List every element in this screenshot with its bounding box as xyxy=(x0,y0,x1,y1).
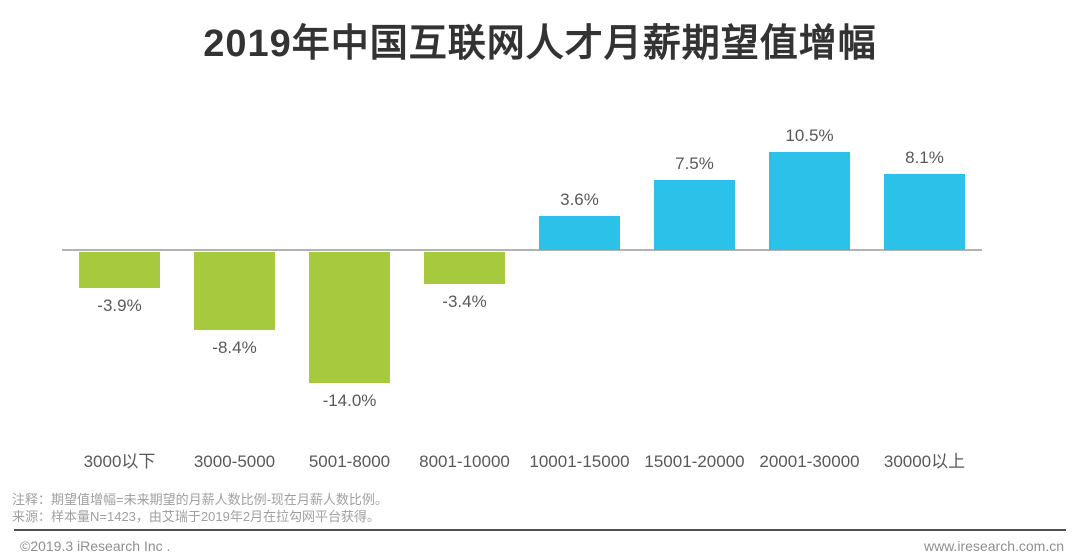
bar-10001-15000 xyxy=(539,216,620,250)
bar-8001-10000 xyxy=(424,252,505,284)
footer-bar: ©2019.3 iResearch Inc . www.iresearch.co… xyxy=(0,536,1080,556)
value-label-20001-30000: 10.5% xyxy=(785,126,834,145)
bar-3000-5000 xyxy=(194,252,275,330)
chart-notes: 注释：期望值增幅=未来期望的月薪人数比例-现在月薪人数比例。 来源：样本量N=1… xyxy=(12,491,388,525)
category-label-8001-10000: 8001-10000 xyxy=(419,452,510,471)
category-label-10001-15000: 10001-15000 xyxy=(529,452,630,471)
category-label-3000以下: 3000以下 xyxy=(83,452,156,471)
value-label-5001-8000: -14.0% xyxy=(322,391,377,410)
note-source: 来源：样本量N=1423，由艾瑞于2019年2月在拉勾网平台获得。 xyxy=(12,509,381,524)
category-label-20001-30000: 20001-30000 xyxy=(759,452,860,471)
category-label-5001-8000: 5001-8000 xyxy=(308,452,391,471)
bar-15001-20000 xyxy=(654,180,735,250)
category-label-15001-20000: 15001-20000 xyxy=(644,452,745,471)
zero-axis-line xyxy=(62,249,982,251)
category-label-3000-5000: 3000-5000 xyxy=(193,452,276,471)
copyright-text: ©2019.3 iResearch Inc . xyxy=(20,538,171,554)
bar-5001-8000 xyxy=(309,252,390,383)
value-label-30000以上: 8.1% xyxy=(905,148,944,167)
chart-title: 2019年中国互联网人才月薪期望值增幅 xyxy=(203,23,877,65)
value-label-3000-5000: -8.4% xyxy=(212,338,257,357)
value-label-10001-15000: 3.6% xyxy=(560,190,599,209)
category-label-30000以上: 30000以上 xyxy=(883,452,966,471)
bar-chart: -3.9% 3000以下 -8.4% 3000-5000 -14.0% 5001-8000… xyxy=(62,100,982,480)
bar-3000以下 xyxy=(79,252,160,288)
value-label-3000以下: -3.9% xyxy=(97,296,142,315)
bar-30000以上 xyxy=(884,174,965,250)
value-label-8001-10000: -3.4% xyxy=(442,292,487,311)
footer-divider xyxy=(14,529,1066,531)
website-link[interactable]: www.iresearch.com.cn xyxy=(923,538,1064,554)
value-label-15001-20000: 7.5% xyxy=(675,154,714,173)
note-definition: 注释：期望值增幅=未来期望的月薪人数比例-现在月薪人数比例。 xyxy=(12,492,388,507)
bar-20001-30000 xyxy=(769,152,850,250)
